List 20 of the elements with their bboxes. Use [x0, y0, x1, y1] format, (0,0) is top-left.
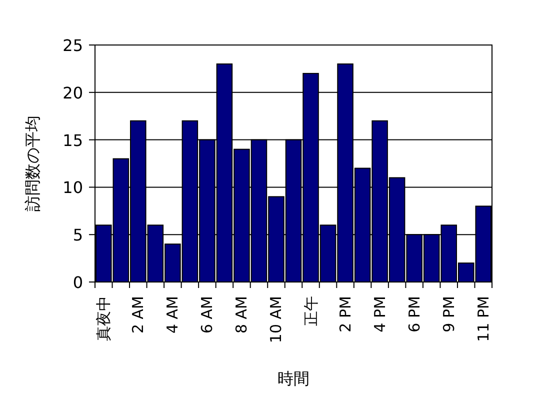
x-tick-label: 8 AM: [232, 296, 251, 334]
x-tick-label: 11 PM: [474, 296, 492, 342]
y-tick-label: 0: [72, 273, 83, 292]
x-tick-label: 2 PM: [336, 296, 354, 332]
x-tick-label: 6 PM: [405, 296, 424, 332]
y-axis-title: 訪問数の平均: [23, 116, 42, 212]
y-tick-label: 15: [62, 130, 83, 150]
x-tick-label: 2 AM: [129, 296, 148, 334]
x-tick-label: 真夜中: [94, 296, 113, 341]
x-tick-label: 4 PM: [370, 296, 389, 332]
x-tick-label: 9 PM: [440, 296, 458, 332]
x-tick-label: 正午: [302, 296, 320, 326]
x-tick-label: 6 AM: [198, 296, 216, 334]
y-tick-label: 10: [62, 178, 83, 198]
x-axis-title: 時間: [278, 369, 310, 388]
x-tick-label: 4 AM: [164, 296, 182, 334]
y-tick-label: 20: [62, 83, 83, 102]
y-tick-label: 25: [62, 36, 83, 55]
y-tick-label: 5: [72, 226, 83, 245]
x-tick-label: 10 AM: [267, 296, 286, 344]
